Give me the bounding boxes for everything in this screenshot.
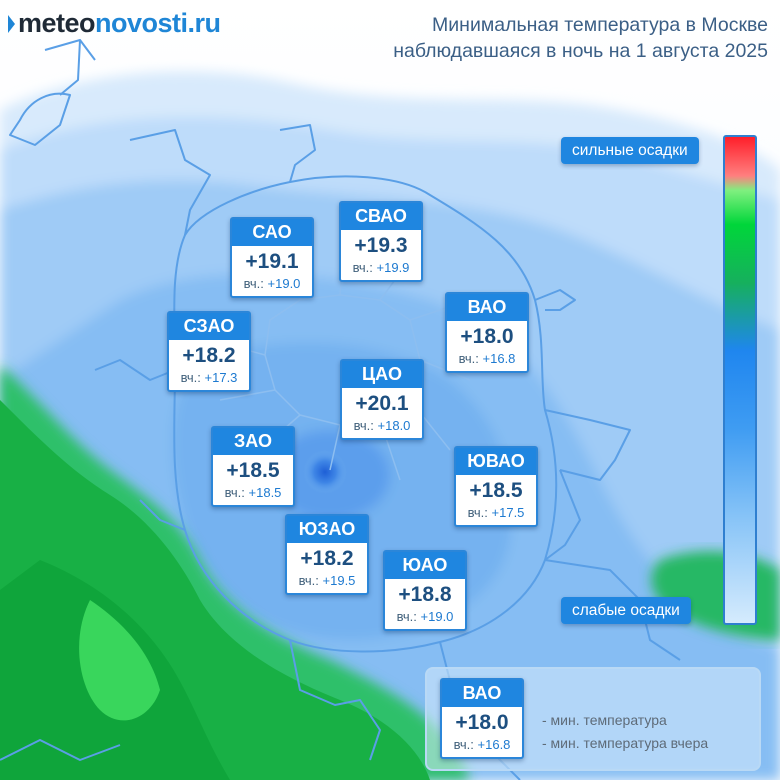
district-yesterday: вч.: +19.0 (232, 275, 312, 296)
legend-temp: +18.0 (455, 711, 509, 734)
district-label-vao: ВАО +18.0 вч.: +16.8 (445, 292, 529, 373)
district-temp: +18.5 (469, 479, 523, 502)
legend-desc-yesterday: - мин. температура вчера (542, 735, 709, 751)
legend-desc-min-temp: - мин. температура (542, 712, 667, 728)
district-label-sao: САО +19.1 вч.: +19.0 (230, 217, 314, 298)
legend-yesterday: вч.: +16.8 (442, 736, 522, 757)
yesterday-label: вч.: (224, 485, 245, 500)
district-temp: +18.5 (226, 459, 280, 482)
yesterday-value: +17.5 (491, 505, 525, 520)
title-line-2: наблюдавшаяся в ночь на 1 августа 2025 (393, 40, 768, 62)
district-temp: +18.2 (300, 547, 354, 570)
district-yesterday: вч.: +19.5 (287, 572, 367, 593)
district-temp: +18.8 (398, 583, 452, 606)
district-label-szao: СЗАО +18.2 вч.: +17.3 (167, 311, 251, 392)
district-code: ЮАО (385, 552, 465, 579)
district-temp: +20.1 (355, 392, 409, 415)
district-yesterday: вч.: +16.8 (447, 350, 527, 371)
scale-label-heavy: сильные осадки (561, 137, 699, 164)
legend-sample-label: ВАО +18.0 вч.: +16.8 (440, 678, 524, 759)
yesterday-label: вч.: (453, 737, 474, 752)
yesterday-value: +19.5 (322, 573, 356, 588)
site-logo[interactable]: meteonovosti.ru (8, 8, 221, 39)
district-temp: +18.0 (460, 325, 514, 348)
district-yesterday: вч.: +17.5 (456, 504, 536, 525)
precipitation-scale-bar (723, 135, 757, 625)
district-temp: +19.3 (354, 234, 408, 257)
yesterday-value: +17.3 (204, 370, 238, 385)
yesterday-label: вч.: (298, 573, 319, 588)
yesterday-value: +18.5 (248, 485, 282, 500)
district-label-svao: СВАО +19.3 вч.: +19.9 (339, 201, 423, 282)
district-label-yuao: ЮАО +18.8 вч.: +19.0 (383, 550, 467, 631)
district-yesterday: вч.: +19.0 (385, 608, 465, 629)
yesterday-label: вч.: (243, 276, 264, 291)
logo-mark-icon (8, 15, 15, 33)
map-title: Минимальная температура в Москве наблюда… (393, 12, 768, 64)
yesterday-value: +19.0 (267, 276, 301, 291)
district-code: СВАО (341, 203, 421, 230)
logo-text-novosti: novosti.ru (95, 8, 221, 38)
yesterday-value: +19.0 (420, 609, 454, 624)
district-code: ЗАО (213, 428, 293, 455)
yesterday-label: вч.: (180, 370, 201, 385)
yesterday-label: вч.: (458, 351, 479, 366)
legend-code: ВАО (442, 680, 522, 707)
district-temp: +18.2 (182, 344, 236, 367)
district-code: ЮЗАО (287, 516, 367, 543)
district-label-yuvao: ЮВАО +18.5 вч.: +17.5 (454, 446, 538, 527)
heavier-precip-area (0, 365, 780, 780)
yesterday-value: +19.9 (376, 260, 410, 275)
district-label-cao: ЦАО +20.1 вч.: +18.0 (340, 359, 424, 440)
district-code: СЗАО (169, 313, 249, 340)
district-code: ВАО (447, 294, 527, 321)
logo-text-meteo: meteo (18, 8, 96, 38)
district-yesterday: вч.: +19.9 (341, 259, 421, 280)
district-yesterday: вч.: +18.5 (213, 484, 293, 505)
title-line-1: Минимальная температура в Москве (432, 14, 768, 36)
district-yesterday: вч.: +18.0 (342, 417, 422, 438)
district-label-zao: ЗАО +18.5 вч.: +18.5 (211, 426, 295, 507)
district-temp: +19.1 (245, 250, 299, 273)
district-code: ЦАО (342, 361, 422, 388)
yesterday-value: +16.8 (477, 737, 511, 752)
yesterday-value: +16.8 (482, 351, 516, 366)
yesterday-value: +18.0 (377, 418, 411, 433)
yesterday-label: вч.: (467, 505, 488, 520)
scale-label-light: слабые осадки (561, 597, 691, 624)
district-label-yuzao: ЮЗАО +18.2 вч.: +19.5 (285, 514, 369, 595)
district-code: ЮВАО (456, 448, 536, 475)
yesterday-label: вч.: (396, 609, 417, 624)
district-yesterday: вч.: +17.3 (169, 369, 249, 390)
yesterday-label: вч.: (352, 260, 373, 275)
district-code: САО (232, 219, 312, 246)
yesterday-label: вч.: (353, 418, 374, 433)
